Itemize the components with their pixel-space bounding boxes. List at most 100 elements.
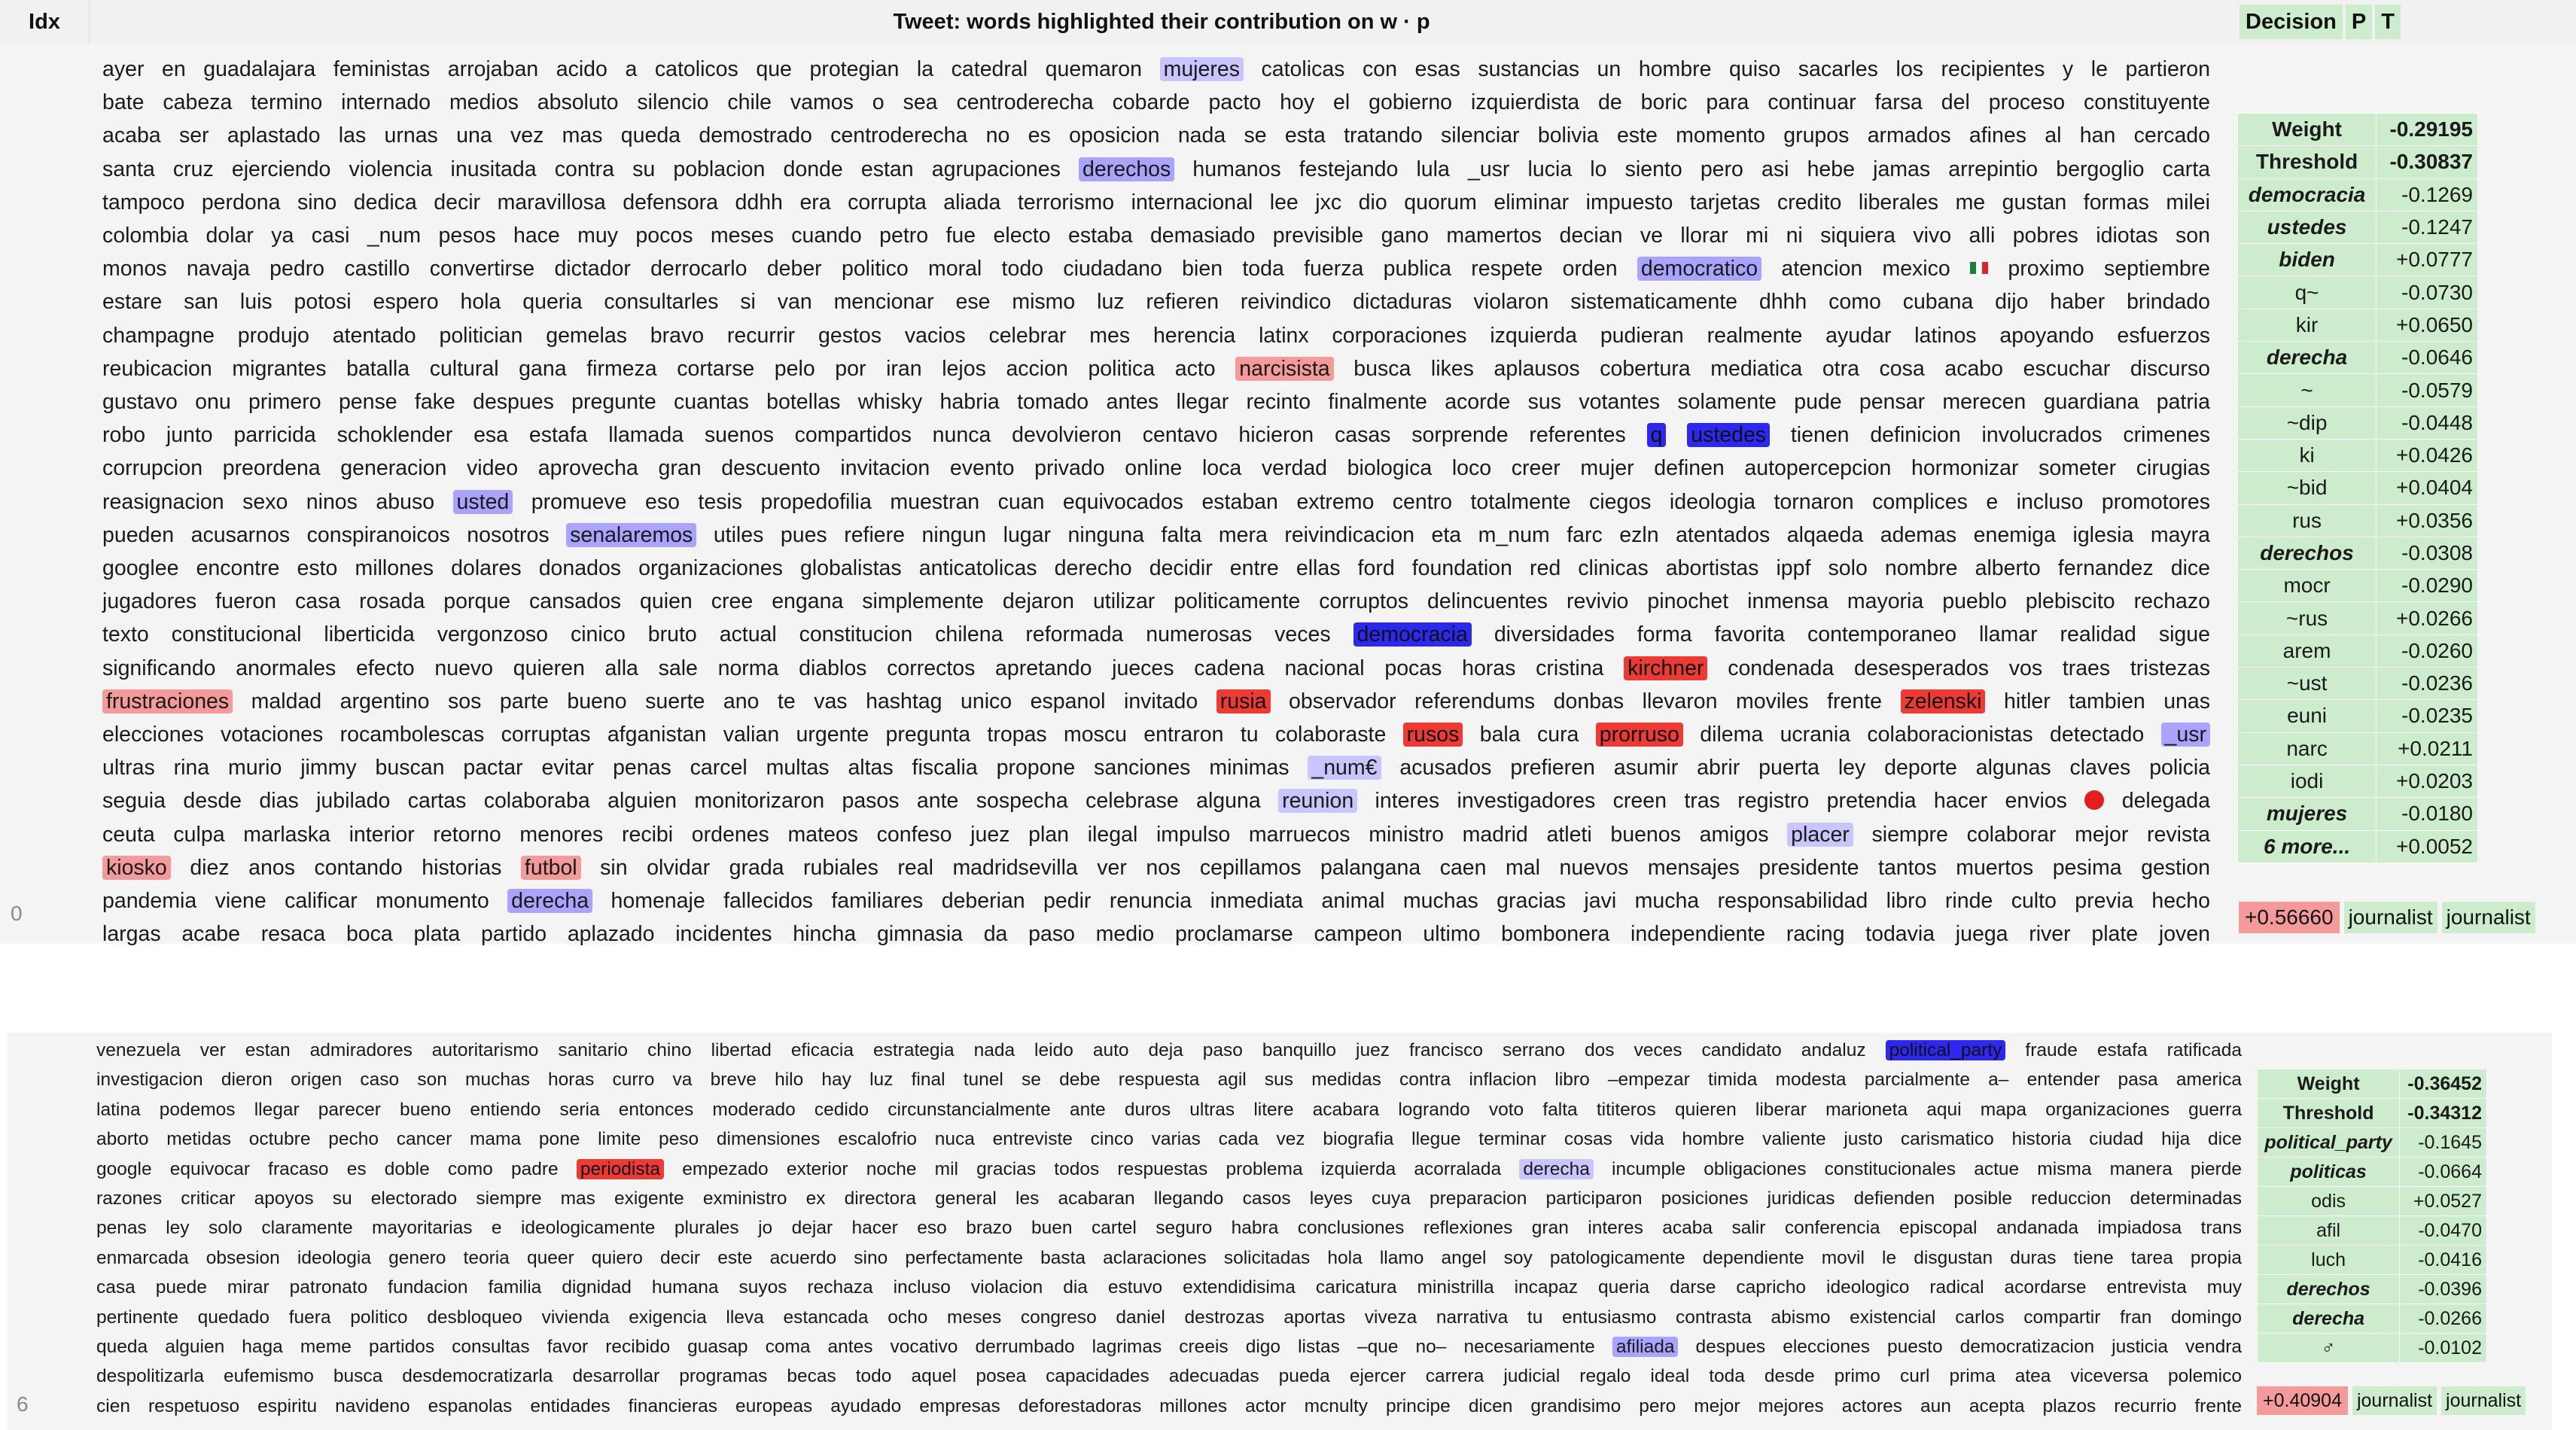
weight-row: ~dip -0.0448: [2236, 406, 2478, 440]
feature-name: ~ust: [2236, 667, 2377, 701]
tweet-line: pandemia viene calificar monumento derec…: [102, 884, 2210, 917]
word-run: bate cabeza termino internado medios abs…: [102, 90, 2210, 115]
feature-weight: -0.1247: [2376, 210, 2478, 245]
feature-weight: -0.0416: [2399, 1245, 2487, 1275]
word-run: investigacion dieron origen caso son muc…: [96, 1069, 2242, 1091]
tweet-line: robo junto parricida schoklender esa est…: [102, 418, 2210, 452]
feature-name: narc: [2236, 732, 2377, 765]
tweet-line: pertinente quedado fuera politico desblo…: [96, 1303, 2242, 1332]
weight-row: odis +0.0527: [2256, 1186, 2487, 1216]
feature-name: ~rus: [2236, 601, 2377, 635]
highlighted-word: frustraciones: [102, 689, 233, 713]
feature-name: derecha: [2236, 341, 2377, 375]
feature-name: Weight: [2236, 112, 2377, 147]
weight-row: mujeres -0.0180: [2236, 797, 2478, 831]
feature-weight: +0.0211: [2376, 732, 2478, 765]
word-run: enmarcada obsesion ideologia genero teor…: [96, 1247, 2242, 1268]
word-run: elecciones votaciones rocambolescas corr…: [102, 723, 1403, 747]
highlighted-word: _usr: [2160, 723, 2210, 747]
weight-row: luch -0.0416: [2256, 1245, 2487, 1275]
word-run: champagne produjo atentado politician ge…: [102, 323, 2210, 348]
highlighted-word: democracia: [1353, 622, 1472, 647]
idx-column-header: Idx: [0, 0, 90, 44]
true-label: journalist: [2441, 1386, 2526, 1415]
highlighted-word: rusia: [1216, 689, 1271, 713]
decision-footer: +0.40904 journalist journalist: [2257, 1386, 2526, 1415]
tweet-line: bate cabeza termino internado medios abs…: [102, 86, 2210, 119]
weight-row: biden +0.0777: [2236, 243, 2478, 277]
tweet-line: santa cruz ejerciendo violencia inusitad…: [102, 153, 2210, 186]
word-run: largas acabe resaca boca plata partido a…: [102, 922, 2210, 947]
highlighted-word: kiosko: [102, 855, 171, 880]
tweet-line: cien respetuoso espiritu navideno espano…: [96, 1392, 2242, 1421]
word-run: queda alguien haga meme partidos consult…: [96, 1337, 1612, 1358]
word-run: hitler tambien unas: [1985, 689, 2210, 713]
word-run: condenada desesperados vos traes tristez…: [1707, 656, 2210, 680]
feature-weight: -0.0646: [2376, 341, 2478, 375]
tweet-line: ultras rina murio jimmy buscan pactar ev…: [102, 751, 2210, 784]
weight-row: q~ -0.0730: [2236, 275, 2478, 309]
feature-weight: +0.0203: [2376, 764, 2478, 799]
feature-weight: -0.0102: [2399, 1333, 2487, 1363]
tweet-column-header: Tweet: words highlighted their contribut…: [893, 9, 1430, 34]
tweet-line: estare san luis potosi espero hola queri…: [102, 285, 2210, 318]
feature-weight: -0.0266: [2399, 1304, 2487, 1334]
feature-weight: -0.1645: [2399, 1127, 2487, 1158]
word-run: tampoco perdona sino dedica decir maravi…: [102, 190, 2210, 214]
tweet-line: elecciones votaciones rocambolescas corr…: [102, 718, 2210, 751]
tweet-line: venezuela ver estan admiradores autorita…: [96, 1036, 2242, 1065]
word-run: reasignacion sexo ninos abuso: [102, 489, 453, 514]
decision-footer: +0.56660 journalist journalist: [2239, 902, 2535, 933]
word-run: siempre colaborar mejor revista: [1853, 822, 2210, 847]
feature-weight: -0.29195: [2376, 112, 2478, 147]
feature-name: Weight: [2256, 1069, 2401, 1099]
tweet-line: latina podemos llegar parecer bueno enti…: [96, 1095, 2242, 1124]
word-run: texto constitucional liberticida vergonz…: [102, 622, 1353, 647]
feature-name: Threshold: [2256, 1098, 2401, 1128]
tweet-line: largas acabe resaca boca plata partido a…: [102, 917, 2210, 951]
weight-row: derecha -0.0646: [2236, 341, 2478, 375]
tweet-line: seguia desde dias jubilado cartas colabo…: [102, 784, 2210, 817]
feature-name: Threshold: [2236, 145, 2377, 179]
tweet-line: frustraciones maldad argentino sos parte…: [102, 685, 2210, 718]
red-circle-icon: [2084, 790, 2105, 811]
word-run: sin olvidar grada rubiales real madridse…: [580, 855, 2210, 880]
feature-name: political_party: [2256, 1127, 2401, 1158]
tweet-line: significando anormales efecto nuevo quie…: [102, 652, 2210, 685]
true-label: journalist: [2441, 902, 2535, 933]
t-column-header: T: [2375, 5, 2401, 39]
feature-name: odis: [2256, 1186, 2401, 1216]
highlighted-word: derechos: [1079, 157, 1175, 181]
word-run: reubicacion migrantes batalla cultural g…: [102, 356, 1236, 381]
feature-weight: -0.0308: [2376, 536, 2478, 570]
feature-weight: -0.1269: [2376, 178, 2478, 211]
highlighted-word: democratico: [1637, 257, 1762, 281]
word-run: casa puede mirar patronato fundacion fam…: [96, 1277, 2242, 1298]
word-run: acusados prefieren asumir abrir puerta l…: [1381, 756, 2210, 780]
weight-row: ki +0.0426: [2236, 438, 2478, 473]
word-run: dilema ucrania colaboracionistas detecta…: [1682, 723, 2161, 747]
feature-name: biden: [2236, 243, 2377, 277]
feature-weight: +0.0650: [2376, 308, 2478, 342]
weight-row: rus +0.0356: [2236, 504, 2478, 537]
feature-name: ~dip: [2236, 406, 2377, 440]
word-run: google equivocar fracaso es doble como p…: [96, 1158, 577, 1179]
feature-name: euni: [2236, 699, 2377, 733]
highlighted-word: narcisista: [1235, 356, 1334, 381]
weight-row: Weight -0.29195: [2236, 112, 2478, 147]
word-run: diez anos contando historias: [170, 855, 521, 880]
feature-name: democracia: [2236, 178, 2377, 211]
tweet-line: razones criticar apoyos su electorado si…: [96, 1184, 2242, 1213]
weight-row: euni -0.0235: [2236, 699, 2478, 733]
word-run: maldad argentino sos parte bueno suerte …: [233, 689, 1216, 713]
word-run: acaba ser aplastado las urnas una vez ma…: [102, 123, 2210, 148]
word-run: aborto metidas octubre pecho cancer mama…: [96, 1129, 2242, 1150]
tweet-line: champagne produjo atentado politician ge…: [102, 319, 2210, 352]
highlighted-word: derecha: [1519, 1158, 1594, 1179]
word-run: humanos festejando lula _usr lucia lo si…: [1174, 157, 2210, 181]
word-run: delegada: [2104, 789, 2210, 814]
weights-table: Weight -0.29195 Threshold -0.30837 democraci…: [2236, 112, 2478, 863]
feature-name: mujeres: [2236, 797, 2377, 831]
decision-score: +0.56660: [2239, 902, 2340, 933]
word-run: pertinente quedado fuera politico desblo…: [96, 1307, 2242, 1328]
